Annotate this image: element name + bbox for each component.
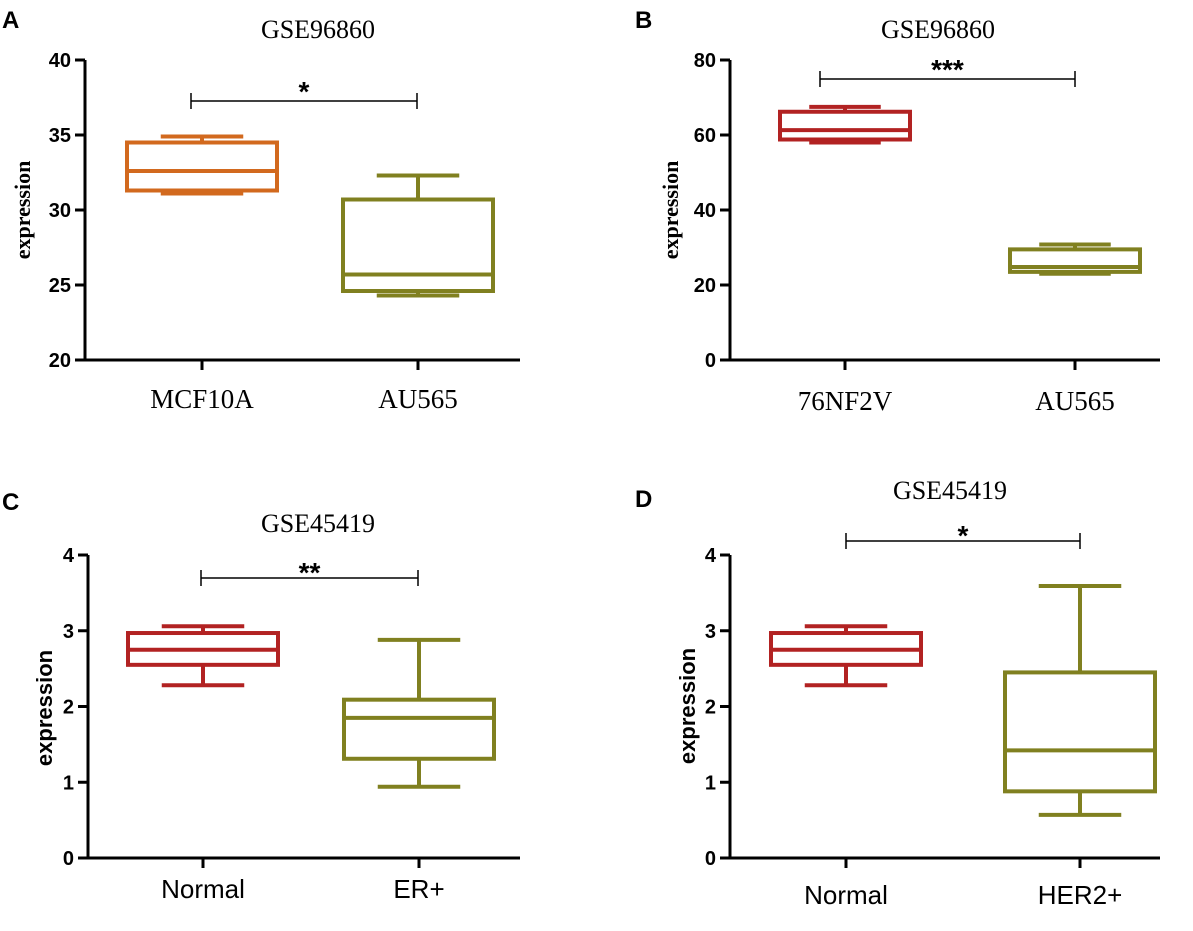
y-tick-label: 30 [49,200,71,222]
y-tick-label: 25 [49,275,71,297]
y-tick-label: 2 [63,697,74,719]
box-plot-au565 [1008,242,1142,276]
chart-title: GSE45419 [893,476,1007,505]
y-tick-label: 4 [63,545,75,567]
box-plot-normal [126,624,280,688]
panel-label: C [2,489,19,516]
y-tick-label: 3 [63,621,74,643]
chart-title: GSE96860 [881,15,995,44]
y-axis-label: expression [658,161,683,260]
y-tick-label: 60 [694,125,716,147]
significance-stars: *** [931,54,964,85]
chart-panel-d: D GSE45419 expression 0 1 2 3 4 Normal HER2+ * [635,476,1160,910]
iqr-box [778,109,912,142]
y-tick-label: 40 [694,200,716,222]
y-tick-label: 20 [694,275,716,297]
chart-panel-b: B GSE96860 expression 0 20 40 60 80 76NF2V AU565 *… [635,7,1160,416]
y-tick-label: 40 [49,50,71,72]
y-tick-label: 0 [705,848,716,870]
box-plot-normal [769,624,923,688]
box-plot-her2 [1003,584,1157,817]
chart-panel-c: C GSE45419 expression 0 1 2 3 4 Normal ER+ ** [2,489,520,904]
y-tick-label: 3 [705,621,716,643]
y-tick-label: 1 [63,772,74,794]
significance-stars: ** [299,557,321,588]
x-category-label: ER+ [393,874,444,904]
chart-title: GSE96860 [261,15,375,44]
significance-stars: * [958,520,969,551]
y-axis-label: expression [675,648,700,764]
x-category-label: MCF10A [150,384,254,414]
iqr-box [342,697,496,761]
panel-label: D [635,486,652,513]
significance-stars: * [299,76,310,107]
iqr-box [1003,670,1157,794]
box-plot-au565 [341,173,495,298]
y-axis-label: expression [32,650,57,766]
x-category-label: HER2+ [1038,880,1123,910]
panel-label: B [635,7,652,34]
y-tick-label: 0 [63,848,74,870]
y-tick-label: 20 [49,350,71,372]
iqr-box [341,197,495,293]
box-plot-mcf10a [125,134,279,196]
y-tick-label: 2 [705,697,716,719]
chart-title: GSE45419 [261,509,375,538]
y-tick-label: 80 [694,50,716,72]
y-tick-label: 4 [705,545,717,567]
x-category-label: AU565 [378,384,458,414]
y-axis-label: expression [10,161,35,260]
x-category-label: Normal [804,880,888,910]
x-category-label: AU565 [1035,386,1115,416]
y-tick-label: 35 [49,125,71,147]
panel-label: A [2,7,19,34]
x-category-label: 76NF2V [798,386,893,416]
chart-panel-a: A GSE96860 expression 20 25 30 35 40 MCF10A AU565… [2,7,520,414]
x-category-label: Normal [161,874,245,904]
y-tick-label: 1 [705,772,716,794]
iqr-box [125,140,279,193]
box-plot-er [342,637,496,789]
box-plot-76nf2v [778,104,912,145]
y-tick-label: 0 [705,350,716,372]
